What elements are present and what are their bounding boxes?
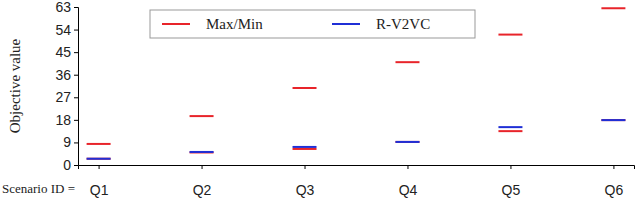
x-tick-label: Q3 — [296, 182, 315, 198]
y-tick: 45 — [55, 44, 78, 60]
min-marker-group — [87, 120, 626, 159]
y-tick-label: 63 — [55, 0, 71, 15]
value-marker — [395, 61, 419, 63]
min-marker — [601, 119, 625, 121]
legend-label: Max/Min — [206, 16, 263, 32]
min-marker — [498, 130, 522, 132]
y-axis-title: Objective value — [7, 38, 23, 133]
y-tick: 36 — [55, 67, 78, 83]
value-marker-group — [87, 120, 626, 159]
value-marker — [293, 87, 317, 89]
legend-swatch — [162, 23, 190, 25]
y-tick-mark — [74, 75, 78, 76]
legend-box — [150, 10, 475, 38]
y-tick-mark — [74, 120, 78, 121]
x-tick-label: Q5 — [502, 182, 521, 198]
x-tick: Q3 — [296, 165, 315, 198]
x-tick-label: Q6 — [605, 182, 624, 198]
x-axis: Q1 Q2 Q3 Q4 Q5 Q6 — [79, 165, 635, 198]
x-tick-mark — [613, 165, 614, 169]
x-tick: Q1 — [90, 165, 109, 198]
y-tick-mark — [74, 30, 78, 31]
y-tick-label: 54 — [55, 22, 71, 38]
min-marker — [190, 151, 214, 153]
x-tick-mark — [305, 165, 306, 169]
y-tick-label: 45 — [55, 44, 71, 60]
value-marker — [190, 115, 214, 117]
x-tick-mark — [202, 165, 203, 169]
x-tick: Q5 — [502, 165, 521, 198]
x-tick: Q6 — [605, 165, 624, 198]
value-marker — [190, 151, 214, 153]
y-tick-label: 36 — [55, 67, 71, 83]
x-tick-label: Q2 — [193, 182, 212, 198]
plot: 0 9 18 27 36 45 54 63 Q1 Q2 Q3 Q4 Q5 Q6 Max/Min R-V2VC — [55, 0, 634, 198]
y-axis: 0 9 18 27 36 45 54 63 — [55, 0, 78, 173]
y-tick-label: 18 — [55, 112, 71, 128]
value-marker — [87, 143, 111, 145]
y-tick-mark — [74, 52, 78, 53]
y-tick-label: 27 — [55, 89, 71, 105]
min-marker — [293, 148, 317, 150]
value-marker — [498, 34, 522, 36]
x-tick-mark — [510, 165, 511, 169]
x-tick: Q4 — [399, 165, 418, 198]
y-tick: 18 — [55, 112, 78, 128]
y-tick-mark — [74, 142, 78, 143]
legend-swatch — [332, 23, 360, 25]
x-axis-line — [79, 166, 635, 170]
y-tick: 9 — [63, 134, 78, 150]
legend: Max/Min R-V2VC — [150, 10, 475, 38]
x-tick: Q2 — [193, 165, 212, 198]
legend-label: R-V2VC — [376, 16, 430, 32]
value-marker — [293, 146, 317, 148]
y-tick-label: 9 — [63, 134, 71, 150]
y-tick: 54 — [55, 22, 78, 38]
marks — [87, 8, 626, 158]
value-marker — [498, 126, 522, 128]
y-tick-label: 0 — [63, 157, 71, 173]
min-marker — [395, 141, 419, 143]
y-tick: 63 — [55, 0, 78, 15]
x-tick-label: Q4 — [399, 182, 418, 198]
x-tick-mark — [99, 165, 100, 169]
x-axis-title: Scenario ID = — [2, 181, 75, 196]
y-tick: 27 — [55, 89, 78, 105]
y-tick-mark — [74, 7, 78, 8]
y-tick: 0 — [63, 157, 78, 173]
y-tick-mark — [74, 165, 78, 166]
x-tick-mark — [407, 165, 408, 169]
value-marker — [601, 7, 625, 9]
chart: 0 9 18 27 36 45 54 63 Q1 Q2 Q3 Q4 Q5 Q6 Max/Min R-V2VC S… — [0, 0, 640, 207]
x-tick-label: Q1 — [90, 182, 109, 198]
value-marker — [601, 119, 625, 121]
value-marker-group — [87, 8, 626, 144]
y-axis-line — [74, 8, 79, 166]
value-marker — [87, 158, 111, 160]
min-marker — [87, 158, 111, 160]
value-marker — [395, 141, 419, 143]
y-tick-mark — [74, 97, 78, 98]
